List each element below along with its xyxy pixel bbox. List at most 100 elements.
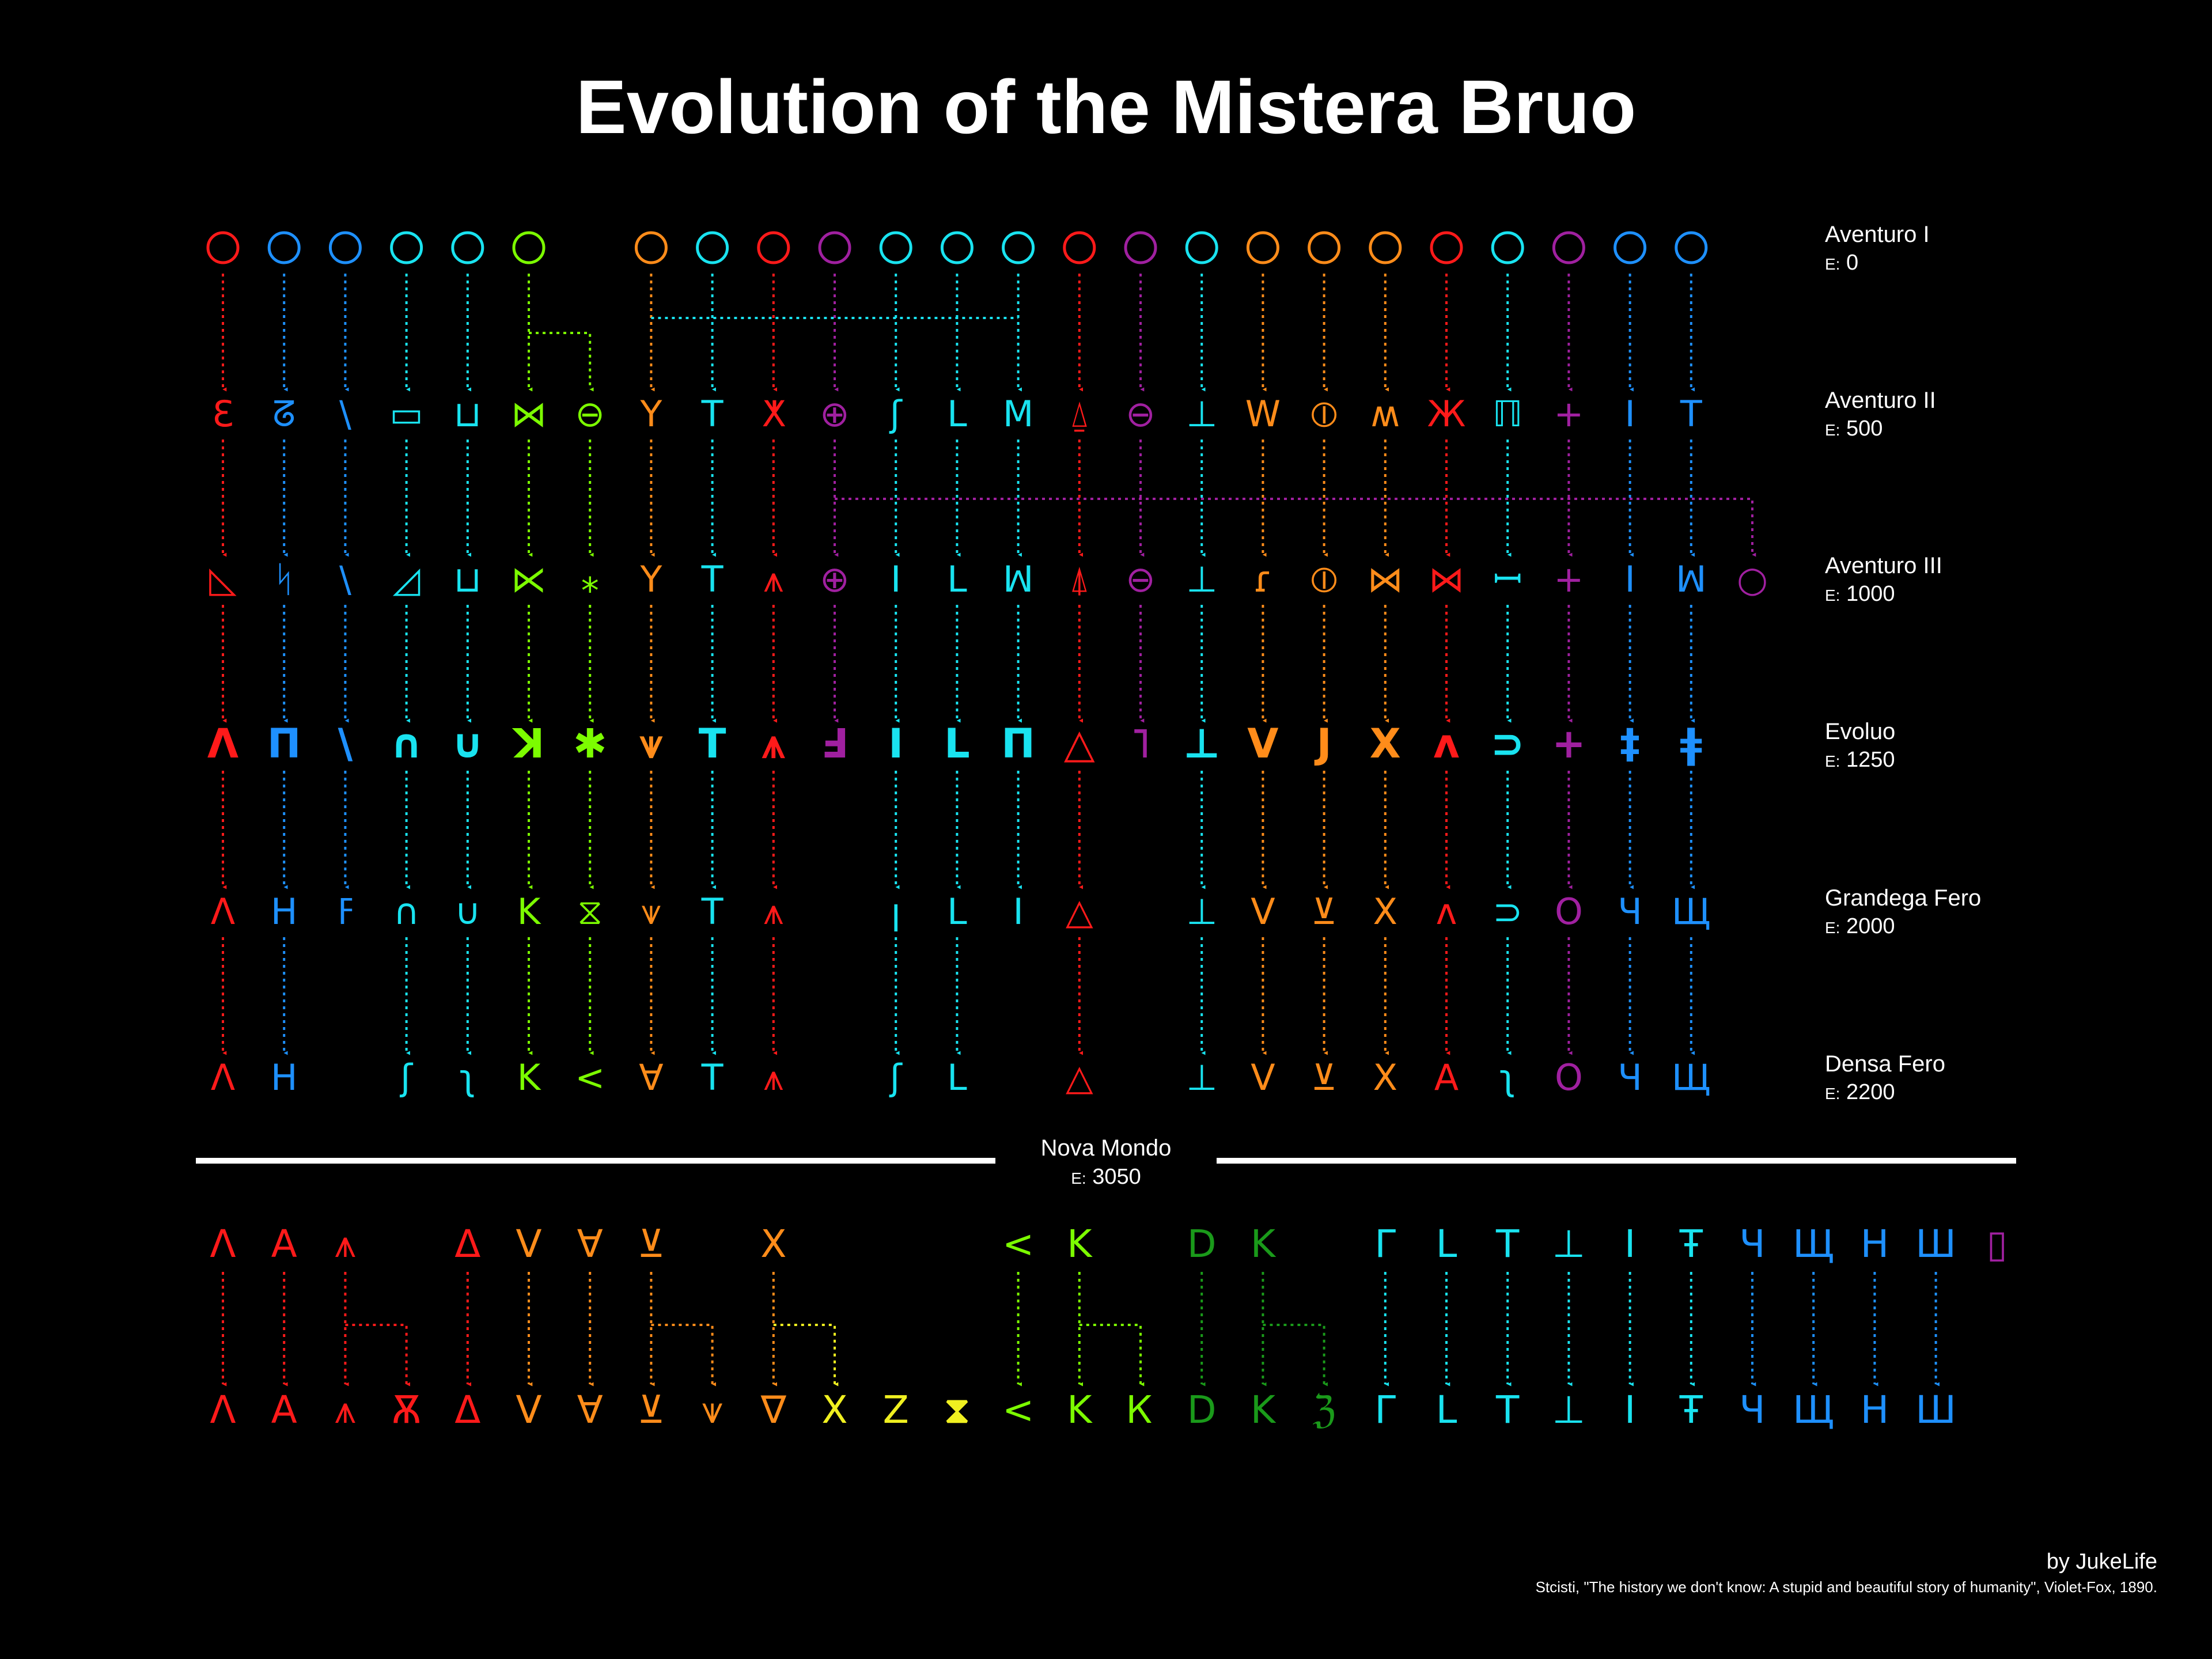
script-glyph: ⩚	[763, 1056, 783, 1099]
script-glyph: I	[1013, 891, 1023, 933]
script-glyph: ⩚	[762, 720, 785, 767]
credit-source: Stcisti, "The history we don't know: A s…	[1535, 1578, 2157, 1596]
nova-glyph-result: K	[1067, 1388, 1093, 1432]
script-glyph: ᛋ	[274, 558, 295, 600]
ancient-pictograph-glyph	[1552, 231, 1585, 264]
script-glyph: T	[701, 393, 724, 435]
script-glyph: L	[947, 393, 967, 435]
nova-glyph-source: D	[1187, 1222, 1217, 1266]
script-glyph: ʍ	[1370, 393, 1400, 435]
script-glyph: ⁎	[581, 558, 599, 600]
script-glyph: Ж	[1427, 393, 1466, 435]
script-glyph: +	[1554, 558, 1584, 600]
script-glyph: ⊥	[1183, 720, 1220, 767]
connector-lines	[222, 274, 1940, 1387]
era-date: E: 1250	[1825, 748, 1895, 772]
ancient-pictograph-glyph	[879, 231, 912, 264]
script-glyph: ʃ	[889, 1056, 903, 1099]
nova-glyph-result: T	[1495, 1388, 1520, 1432]
script-glyph: L	[944, 720, 970, 767]
nova-mondo-divider: Nova Mondo E: 3050	[196, 1135, 2016, 1189]
nova-glyph-source: Γ	[1374, 1222, 1396, 1266]
nova-glyph-source: L	[1436, 1222, 1457, 1266]
script-glyph: ꟽ	[1676, 558, 1707, 600]
script-glyph: V	[1251, 1056, 1275, 1099]
era-name: Grandega Fero	[1825, 885, 1981, 911]
divider-date: E: 3050	[1071, 1165, 1141, 1189]
script-glyph: ◿	[393, 558, 421, 600]
script-glyph: ⊔	[454, 558, 482, 600]
nova-glyph-result: Γ	[1374, 1388, 1396, 1432]
script-glyph: Y	[639, 558, 662, 600]
branch-connector	[529, 332, 594, 392]
script-glyph: ⩛	[641, 891, 661, 933]
nova-glyph-result: Ꮶ	[1127, 1388, 1154, 1432]
nova-glyph-source: Ч	[1739, 1222, 1765, 1266]
script-glyph: V	[1247, 720, 1278, 767]
era-name: Aventuro I	[1825, 222, 1930, 247]
script-glyph: ⊃	[1491, 720, 1525, 767]
ancient-pictograph-glyph	[328, 231, 362, 264]
script-glyph: ⊖	[1126, 558, 1156, 600]
script-glyph: Y	[639, 393, 662, 435]
script-glyph: T	[701, 558, 724, 600]
era-name: Aventuro II	[1825, 388, 1936, 413]
nova-glyph-source: Ш	[1915, 1222, 1956, 1266]
script-glyph: ⋈	[1429, 558, 1464, 600]
script-glyph: Щ	[1672, 891, 1711, 933]
script-glyph: Щ	[1672, 1056, 1711, 1099]
script-glyph: Λ	[207, 720, 238, 767]
era-date: E: 2000	[1825, 914, 1895, 938]
nova-glyph-result: ⧗	[944, 1388, 970, 1432]
era-date: E: 1000	[1825, 582, 1895, 606]
nova-glyph-result: Ш	[1915, 1388, 1956, 1432]
script-glyph: ∪	[454, 891, 480, 933]
script-glyph: ○	[1737, 558, 1768, 600]
nova-glyph-result: ⩛	[702, 1388, 723, 1432]
script-glyph: ⊕	[820, 393, 850, 435]
nova-glyph-source: T	[1495, 1222, 1520, 1266]
script-glyph: ⩚	[763, 891, 783, 933]
script-glyph: I	[1624, 393, 1635, 435]
nova-glyph-result: ℨ	[1312, 1388, 1336, 1432]
ancient-pictograph-glyph	[512, 231, 546, 264]
nova-glyph-result: Δ	[454, 1388, 480, 1432]
nova-glyph-result: Ѫ	[392, 1388, 422, 1432]
script-glyph: ⋈	[511, 393, 547, 435]
script-glyph: ⍙	[1069, 393, 1090, 435]
nova-glyph-source: Δ	[454, 1222, 480, 1266]
script-glyph: ⋉	[511, 558, 547, 600]
ancient-pictograph-glyph	[1613, 231, 1647, 264]
branch-connector	[835, 498, 1756, 557]
script-glyph: ⊻	[1311, 891, 1337, 933]
script-glyph: L	[947, 891, 967, 933]
ancient-pictograph-glyph	[1246, 231, 1279, 264]
ancient-pictograph-glyph	[1430, 231, 1463, 264]
nova-glyph-source: K	[1067, 1222, 1093, 1266]
script-glyph: ߓ	[338, 891, 353, 933]
script-glyph: ⊻	[1311, 1056, 1337, 1099]
script-glyph: ◺	[209, 558, 237, 600]
nova-glyph-source: A	[271, 1222, 297, 1266]
script-glyph: ⊖	[1126, 393, 1156, 435]
script-glyph: Π	[1001, 720, 1035, 767]
script-glyph: Λ	[211, 1056, 235, 1099]
nova-branch-connector	[651, 1324, 716, 1387]
ancient-pictograph-glyph	[206, 231, 240, 264]
script-glyph: X	[1373, 1056, 1397, 1099]
nova-glyph-source: Щ	[1793, 1222, 1834, 1266]
ancient-pictograph-glyph	[940, 231, 974, 264]
script-glyph: T	[701, 1056, 724, 1099]
ancient-pictograph-glyph	[1063, 231, 1096, 264]
script-glyph: Λ	[211, 891, 235, 933]
script-glyph: L	[947, 1056, 967, 1099]
nova-glyph-source: I	[1624, 1222, 1635, 1266]
script-glyph: \	[339, 558, 351, 600]
script-glyph: M	[1003, 393, 1034, 435]
nova-glyph-source: ⩚	[335, 1222, 356, 1266]
script-glyph: ⊥	[1186, 1056, 1217, 1099]
ancient-pictograph-glyph	[757, 231, 790, 264]
nova-glyph-result: <	[1002, 1388, 1034, 1432]
era-name: Evoluo	[1825, 719, 1895, 744]
